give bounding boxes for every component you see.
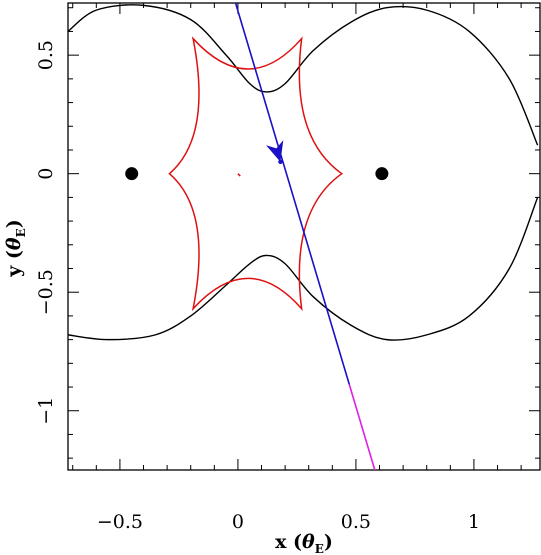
x-axis-title-symbol: θ	[302, 531, 315, 553]
source-trajectory-late	[348, 384, 376, 471]
y-tick-label-3: 0.5	[35, 40, 57, 70]
caustic-curve	[168, 36, 344, 312]
x-axis-title-main: x (	[275, 531, 302, 553]
x-tick-label-3: 1	[468, 511, 480, 533]
x-axis-title-close: )	[324, 531, 333, 553]
x-axis-title-sub: E	[315, 542, 324, 555]
axis-ticks	[68, 3, 540, 470]
y-tick-label-2: 0	[35, 168, 57, 180]
y-axis-title-close: )	[3, 219, 25, 228]
plot-frame	[67, 2, 541, 471]
y-axis-title-main: y (	[3, 250, 25, 278]
y-axis-title-sub: E	[14, 228, 28, 237]
lens-mass-1	[125, 167, 139, 181]
x-tick-label-2: 0.5	[341, 511, 371, 533]
lens-mass-2	[375, 167, 389, 181]
x-axis-title: x (θE)	[275, 531, 333, 555]
critical-curve-upper	[67, 4, 539, 146]
curves-layer	[67, 2, 539, 471]
trajectory-arrow	[266, 140, 284, 162]
source-trajectory	[234, 2, 351, 385]
y-tick-label-1: −0.5	[35, 269, 57, 315]
y-tick-label-0: −1	[35, 397, 57, 425]
x-tick-label-1: 0	[232, 511, 244, 533]
y-axis-title: y (θE)	[3, 219, 28, 278]
tiny-caustic	[237, 173, 241, 177]
marks-layer	[125, 140, 389, 181]
x-tick-label-0: −0.5	[97, 511, 143, 533]
source-position-dot	[278, 159, 283, 165]
critical-curve-lower	[67, 197, 539, 341]
y-axis-title-symbol: θ	[3, 237, 25, 250]
